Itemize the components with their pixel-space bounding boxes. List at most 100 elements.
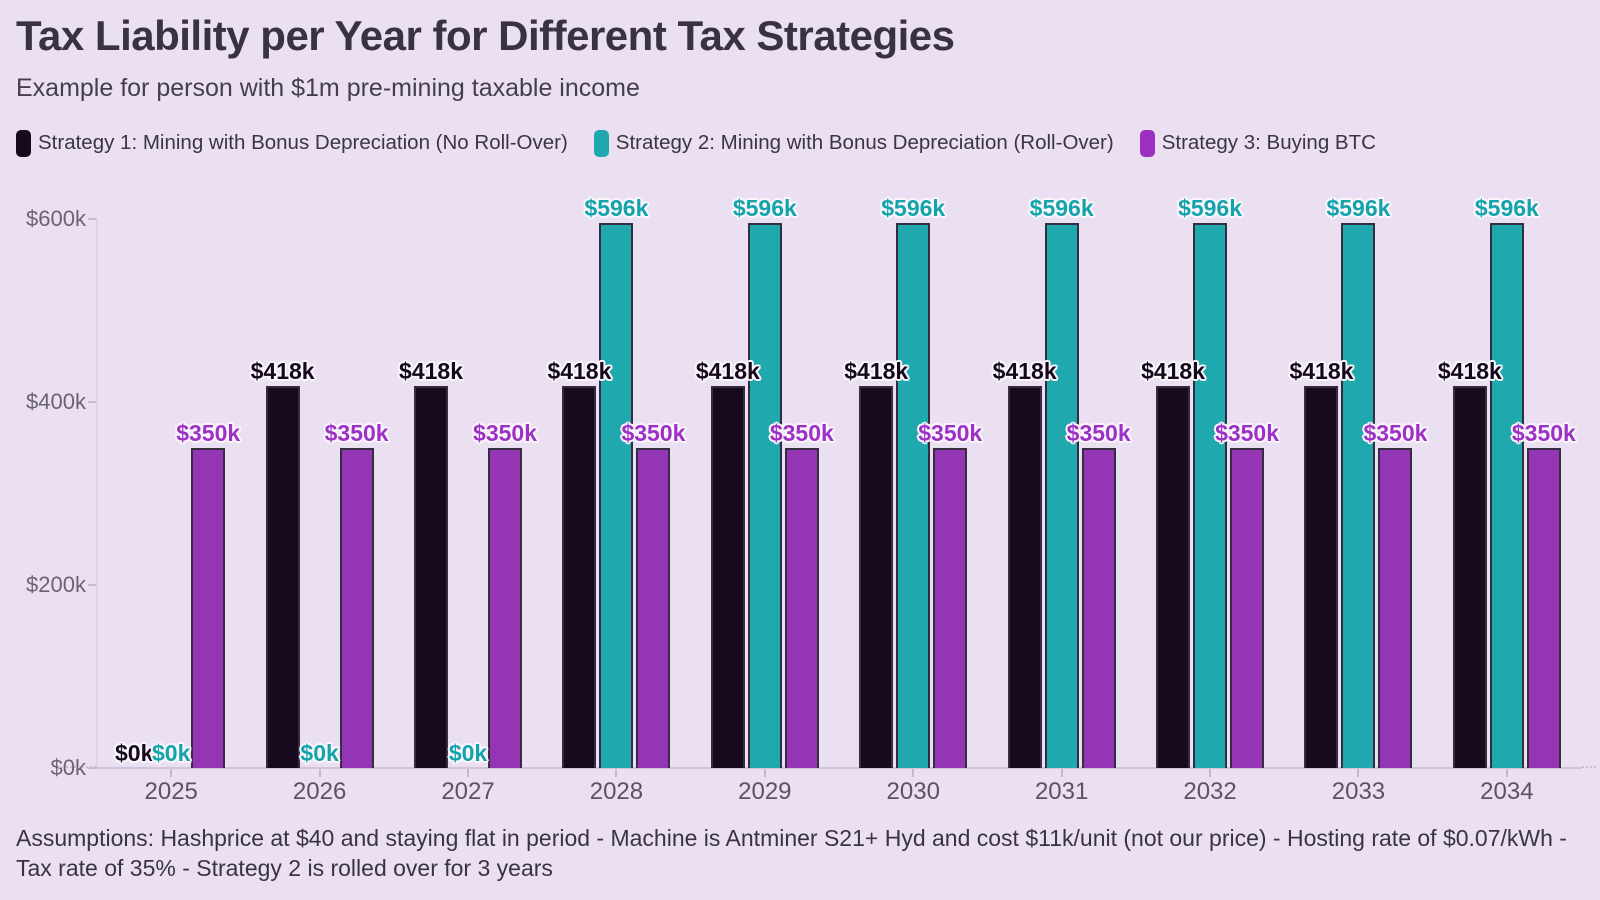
bar-value-label: $596k bbox=[732, 194, 797, 221]
bar-slot-strategy-3-2034: $350k bbox=[1512, 219, 1576, 768]
bar-slot-strategy-3-2031: $350k bbox=[1067, 219, 1131, 768]
bar-strategy-1-2034 bbox=[1452, 386, 1487, 768]
bar-slot-strategy-1-2027: $418k bbox=[399, 219, 463, 768]
bar-slot-strategy-2-2032: $596k bbox=[1178, 196, 1242, 768]
bar-strategy-3-2030 bbox=[933, 448, 968, 768]
x-tick-mark bbox=[1505, 769, 1508, 777]
bar-slot-strategy-2-2031: $596k bbox=[1030, 196, 1094, 768]
plot-area: $0k $0k $350k $418k $0k $350k $418k $0k $350k $41… bbox=[97, 196, 1581, 768]
y-tick-label: $600k bbox=[26, 206, 86, 231]
bar-slot-strategy-3-2026: $350k bbox=[325, 219, 389, 768]
bar-strategy-1-2029 bbox=[710, 386, 745, 768]
bar-group-2034: $418k $596k $350k bbox=[1433, 196, 1581, 768]
y-tick-mark bbox=[88, 401, 97, 403]
bar-slot-strategy-1-2030: $418k bbox=[844, 219, 908, 768]
bar-slot-strategy-1-2034: $418k bbox=[1438, 219, 1502, 768]
bar-value-label: $350k bbox=[769, 419, 834, 446]
bar-value-label: $350k bbox=[1363, 419, 1428, 446]
bar-strategy-3-2025 bbox=[191, 448, 226, 768]
bar-group-2031: $418k $596k $350k bbox=[987, 196, 1135, 768]
bar-slot-strategy-3-2030: $350k bbox=[918, 219, 982, 768]
bar-slot-strategy-1-2031: $418k bbox=[993, 219, 1057, 768]
legend-label-strategy-1: Strategy 1: Mining with Bonus Depreciati… bbox=[38, 131, 568, 154]
bar-value-label: $350k bbox=[324, 419, 389, 446]
bar-slot-strategy-3-2028: $350k bbox=[621, 219, 685, 768]
bar-strategy-3-2027 bbox=[488, 448, 523, 768]
y-tick-label: $400k bbox=[26, 389, 86, 414]
bar-strategy-3-2032 bbox=[1230, 448, 1265, 768]
bar-value-label: $0k bbox=[448, 739, 488, 766]
bar-strategy-2-2028 bbox=[599, 223, 634, 768]
bar-value-label: $418k bbox=[695, 357, 760, 384]
bar-value-label: $596k bbox=[881, 194, 946, 221]
y-axis-line bbox=[96, 219, 98, 770]
bar-value-label: $418k bbox=[844, 357, 909, 384]
bar-group-2027: $418k $0k $350k bbox=[394, 219, 542, 768]
bar-slot-strategy-1-2029: $418k bbox=[696, 219, 760, 768]
x-tick-label: 2032 bbox=[1183, 778, 1237, 805]
bar-value-label: $350k bbox=[176, 419, 241, 446]
bar-value-label: $418k bbox=[399, 357, 463, 384]
bar-slot-strategy-3-2025: $350k bbox=[176, 219, 240, 768]
bar-strategy-1-2026 bbox=[265, 386, 300, 768]
bar-strategy-1-2027 bbox=[414, 386, 449, 768]
bar-strategy-1-2030 bbox=[859, 386, 894, 768]
x-tick-slot bbox=[245, 769, 393, 777]
bar-slot-strategy-2-2030: $596k bbox=[881, 196, 945, 768]
bar-value-label: $350k bbox=[1215, 419, 1280, 446]
x-tick-slot bbox=[987, 769, 1135, 777]
bar-strategy-3-2033 bbox=[1378, 448, 1413, 768]
x-tick-mark bbox=[615, 769, 618, 777]
bar-group-2030: $418k $596k $350k bbox=[839, 196, 987, 768]
chart-subtitle: Example for person with $1m pre-mining t… bbox=[16, 74, 640, 102]
bar-strategy-1-2033 bbox=[1304, 386, 1339, 768]
bar-value-label: $418k bbox=[250, 357, 315, 384]
bar-value-label: $418k bbox=[1141, 357, 1206, 384]
bar-value-label: $350k bbox=[918, 419, 983, 446]
legend-swatch-strategy-1 bbox=[16, 129, 31, 157]
bar-value-label: $350k bbox=[621, 419, 686, 446]
legend-swatch-strategy-3 bbox=[1139, 129, 1155, 157]
bar-strategy-1-2031 bbox=[1007, 386, 1042, 768]
x-tick-mark bbox=[318, 769, 321, 777]
legend-item-strategy-3: Strategy 3: Buying BTC bbox=[1139, 129, 1376, 157]
legend-label-strategy-2: Strategy 2: Mining with Bonus Depreciati… bbox=[615, 131, 1114, 154]
x-tick-slot bbox=[394, 769, 542, 777]
y-tick-label: $200k bbox=[26, 572, 86, 597]
legend-swatch-strategy-2 bbox=[593, 129, 609, 157]
bar-slot-strategy-1-2033: $418k bbox=[1289, 219, 1353, 768]
bar-value-label: $596k bbox=[1029, 194, 1094, 221]
bar-slot-strategy-2-2034: $596k bbox=[1475, 196, 1539, 768]
bar-value-label: $596k bbox=[1326, 194, 1391, 221]
bar-slot-strategy-3-2033: $350k bbox=[1363, 219, 1427, 768]
x-tick-slot bbox=[839, 769, 987, 777]
bar-slot-strategy-1-2026: $418k bbox=[251, 219, 315, 768]
legend-item-strategy-2: Strategy 2: Mining with Bonus Depreciati… bbox=[593, 129, 1114, 157]
x-tick-label: 2033 bbox=[1331, 778, 1386, 805]
bar-strategy-3-2029 bbox=[784, 448, 819, 768]
x-tick-slot bbox=[1136, 769, 1284, 777]
x-tick-mark bbox=[1060, 769, 1063, 777]
bar-slot-strategy-2-2027: $0k bbox=[448, 219, 488, 768]
bar-group-2025: $0k $0k $350k bbox=[97, 219, 245, 768]
bar-slot-strategy-2-2028: $596k bbox=[584, 196, 648, 768]
bar-value-label: $0k bbox=[300, 739, 339, 766]
bar-strategy-2-2029 bbox=[747, 223, 782, 768]
x-tick-label: 2034 bbox=[1480, 778, 1534, 805]
x-axis-extension-right bbox=[1582, 766, 1596, 768]
bar-value-label: $418k bbox=[547, 357, 612, 384]
bar-value-label: $596k bbox=[584, 194, 649, 221]
bar-value-label: $596k bbox=[1178, 194, 1243, 221]
bar-strategy-2-2031 bbox=[1044, 223, 1079, 768]
bar-strategy-2-2032 bbox=[1193, 223, 1228, 768]
x-tick-mark bbox=[467, 769, 470, 777]
y-tick-mark bbox=[88, 767, 97, 769]
bar-value-label: $350k bbox=[1066, 419, 1131, 446]
bar-slot-strategy-1-2032: $418k bbox=[1141, 219, 1205, 768]
bar-group-2033: $418k $596k $350k bbox=[1284, 196, 1432, 768]
x-tick-slot bbox=[691, 769, 839, 777]
bar-value-label: $350k bbox=[473, 419, 537, 446]
bar-slot-strategy-2-2033: $596k bbox=[1326, 196, 1390, 768]
bar-value-label: $350k bbox=[1511, 419, 1576, 446]
